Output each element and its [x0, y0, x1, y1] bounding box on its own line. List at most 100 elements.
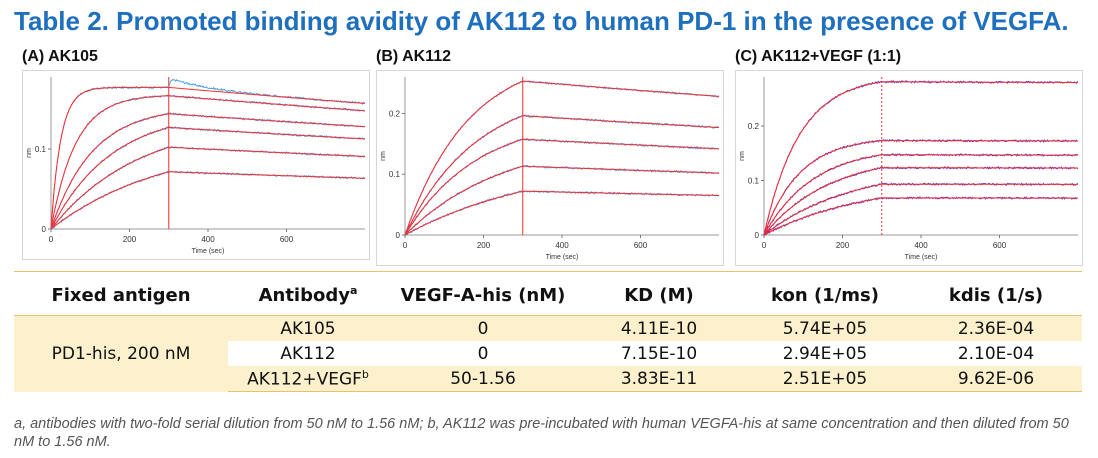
y-tick-label: 0.1: [389, 170, 401, 179]
panel-a-chart: 0 200 400 600 0 0.1 Time (sec) nm: [26, 77, 366, 255]
y-axis-label: nm: [739, 151, 746, 161]
antibody-name: AK112+VEGF: [247, 369, 362, 390]
x-tick-label: 600: [280, 235, 294, 244]
fit-curve-25-nM: [404, 115, 720, 236]
x-tick-label: 600: [993, 241, 1007, 250]
antibody-cell: AK105: [228, 315, 388, 341]
table-top-rule: [14, 271, 1082, 272]
antibody-sup: b: [361, 367, 369, 381]
antibody-cell: AK112: [228, 341, 388, 366]
x-tick-label: 0: [49, 235, 54, 244]
x-tick-label: 400: [555, 241, 569, 250]
x-tick-label: 200: [123, 235, 137, 244]
fit-curve-12-5-nM: [50, 113, 366, 230]
x-tick-label: 200: [836, 241, 850, 250]
kinetics-table: Fixed antigen Antibodya VEGF-A-his (nM) …: [14, 275, 1082, 392]
y-axis-label: nm: [26, 148, 33, 158]
observed-trace-1-56-nM: [763, 196, 1079, 236]
panel-a-label: (A) AK105: [22, 48, 98, 65]
panel-b-label: (B) AK112: [376, 48, 451, 65]
panel-b-chart: 0 200 400 600 0 0.1 0.2 Time (sec) nm: [380, 77, 720, 261]
observed-trace-6-25-nM: [50, 125, 366, 229]
fit-curve-25-nM: [763, 139, 1078, 236]
kon-cell: 5.74E+05: [740, 315, 910, 341]
observed-trace-25-nM: [404, 114, 720, 236]
header-fixed-antigen: Fixed antigen: [51, 284, 191, 306]
header-kd: KD (M): [624, 284, 694, 306]
vegf-cell: 50-1.56: [388, 366, 578, 392]
fit-curve-1-56-nM: [50, 171, 366, 230]
fit-curve-50-nM: [50, 86, 366, 230]
header-vegf: VEGF-A-his (nM): [400, 284, 566, 306]
x-axis-label: Time (sec): [905, 254, 938, 261]
x-axis-label: Time (sec): [192, 248, 225, 255]
observed-trace-50-nM: [404, 80, 720, 236]
kd-cell: 4.11E-10: [578, 315, 740, 341]
fit-curve-3-13-nM: [404, 190, 719, 236]
fit-curve-50-nM: [404, 80, 720, 236]
header-antibody: Antibodya: [228, 275, 388, 316]
y-tick-label: 0.1: [35, 145, 47, 154]
kdis-cell: 9.62E-06: [910, 366, 1082, 392]
fit-curve-25-nM: [50, 95, 366, 230]
header-kon: kon (1/ms): [771, 284, 879, 306]
table-row: AK112+VEGFb 50-1.56 3.83E-11 2.51E+05 9.…: [14, 366, 1082, 392]
kdis-cell: 2.36E-04: [910, 315, 1082, 341]
fit-curve-12-5-nM: [404, 138, 720, 236]
table-row: PD1-his, 200 nM AK105 0 4.11E-10 5.74E+0…: [14, 315, 1082, 392]
x-tick-label: 0: [403, 241, 408, 250]
antibody-cell: AK112+VEGFb: [228, 366, 388, 392]
observed-trace-12-5-nM: [404, 137, 720, 235]
fit-curve-1-56-nM: [763, 197, 1078, 236]
observed-trace-50-nM: [763, 80, 1078, 236]
y-tick-label: 0: [42, 225, 47, 234]
page-title: Table 2. Promoted binding avidity of AK1…: [14, 6, 1069, 36]
observed-trace-3-13-nM: [50, 145, 366, 230]
y-tick-label: 0.1: [748, 177, 760, 186]
header-antibody-text: Antibody: [258, 285, 350, 306]
x-tick-label: 400: [201, 235, 215, 244]
x-tick-label: 600: [634, 241, 648, 250]
fixed-antigen-cell: PD1-his, 200 nM: [14, 315, 228, 392]
x-tick-label: 0: [762, 241, 767, 250]
vegf-cell: 0: [388, 315, 578, 341]
fit-curve-6-25-nM: [50, 126, 366, 230]
fit-curve-6-25-nM: [404, 165, 720, 236]
panel-b-plot: 0 200 400 600 0 0.1 0.2 Time (sec) nm: [376, 70, 724, 266]
observed-trace-6-25-nM: [404, 164, 720, 235]
kdis-cell: 2.10E-04: [910, 341, 1082, 366]
y-tick-label: 0: [755, 231, 760, 240]
fit-curve-3-13-nM: [50, 146, 366, 230]
panel-c-chart: 0 200 400 600 0 0.1 0.2 Time (sec) nm: [739, 77, 1079, 261]
fit-curve-12-5-nM: [763, 154, 1078, 236]
observed-trace-1-56-nM: [51, 170, 366, 230]
table-row: AK112 0 7.15E-10 2.94E+05 2.10E-04: [14, 341, 1082, 366]
vegf-cell: 0: [388, 341, 578, 366]
kon-cell: 2.51E+05: [740, 366, 910, 392]
header-kdis: kdis (1/s): [948, 284, 1044, 306]
y-tick-label: 0.2: [389, 109, 401, 118]
table-header-row: Fixed antigen Antibodya VEGF-A-his (nM) …: [14, 275, 1082, 316]
observed-trace-25-nM: [50, 94, 366, 230]
panel-a-plot: 0 200 400 600 0 0.1 Time (sec) nm: [22, 70, 370, 260]
fit-curve-6-25-nM: [763, 167, 1078, 236]
antibody-name: AK105: [280, 318, 336, 339]
kd-cell: 3.83E-11: [578, 366, 740, 392]
y-tick-label: 0.2: [748, 122, 760, 131]
panel-c-plot: 0 200 400 600 0 0.1 0.2 Time (sec) nm: [735, 70, 1083, 266]
header-antibody-sup: a: [349, 284, 358, 297]
antibody-name: AK112: [280, 343, 336, 364]
observed-trace-3-13-nM: [764, 182, 1079, 236]
x-tick-label: 400: [914, 241, 928, 250]
x-axis-label: Time (sec): [546, 254, 579, 261]
y-axis-label: nm: [380, 151, 387, 161]
kon-cell: 2.94E+05: [740, 341, 910, 366]
kd-cell: 7.15E-10: [578, 341, 740, 366]
footnote: a, antibodies with two-fold serial dilut…: [14, 416, 1069, 450]
x-tick-label: 200: [477, 241, 491, 250]
panel-c-label: (C) AK112+VEGF (1:1): [735, 48, 902, 65]
fit-curve-50-nM: [763, 81, 1078, 236]
observed-trace-6-25-nM: [763, 165, 1079, 236]
fit-curve-3-13-nM: [763, 183, 1078, 236]
y-tick-label: 0: [396, 231, 401, 240]
